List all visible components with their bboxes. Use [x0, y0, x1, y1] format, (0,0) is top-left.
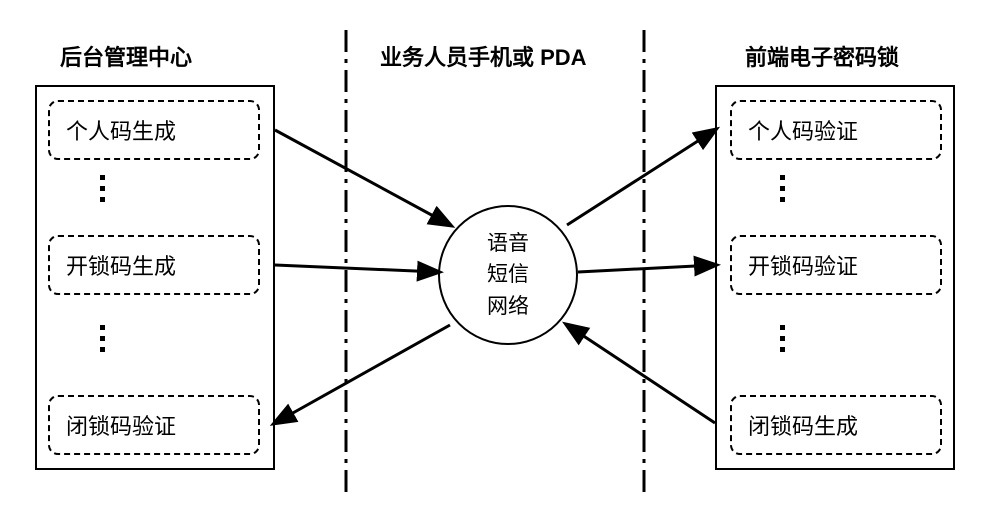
vdots-icon — [780, 175, 785, 202]
box-label: 个人码生成 — [66, 114, 176, 146]
center-line-2: 网络 — [487, 291, 529, 323]
box-label: 个人码验证 — [748, 114, 858, 146]
box-lock-code-gen: 闭锁码生成 — [730, 395, 942, 455]
box-unlock-code-gen: 开锁码生成 — [48, 235, 260, 295]
center-line-0: 语音 — [487, 228, 529, 260]
vdots-icon — [100, 325, 105, 352]
box-unlock-code-verify: 开锁码验证 — [730, 235, 942, 295]
header-left: 后台管理中心 — [60, 40, 192, 72]
box-lock-code-verify: 闭锁码验证 — [48, 395, 260, 455]
vdots-icon — [100, 175, 105, 202]
header-right: 前端电子密码锁 — [745, 40, 899, 72]
box-label: 闭锁码验证 — [66, 409, 176, 441]
box-label: 闭锁码生成 — [748, 409, 858, 441]
box-label: 开锁码生成 — [66, 249, 176, 281]
box-label: 开锁码验证 — [748, 249, 858, 281]
box-personal-code-verify: 个人码验证 — [730, 100, 942, 160]
header-center: 业务人员手机或 PDA — [380, 40, 587, 72]
center-line-1: 短信 — [487, 259, 529, 291]
center-node: 语音 短信 网络 — [438, 205, 578, 345]
box-personal-code-gen: 个人码生成 — [48, 100, 260, 160]
vdots-icon — [780, 325, 785, 352]
